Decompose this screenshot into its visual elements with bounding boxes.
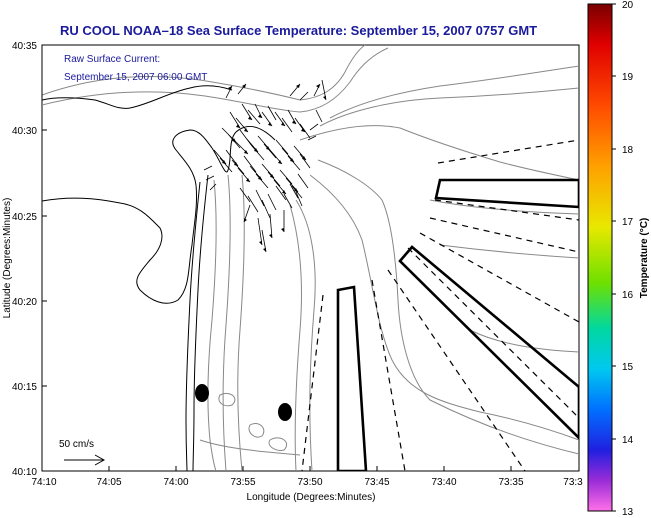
colorbar-gradient <box>587 3 613 512</box>
y-tick-label: 40:25 <box>12 212 37 223</box>
colorbar-tick-label: 17 <box>622 217 634 228</box>
y-tick-label: 40:35 <box>12 41 37 52</box>
inner-shore <box>185 181 201 471</box>
scale-arrow-icon <box>64 454 106 466</box>
y-tick-label: 40:30 <box>12 126 37 137</box>
colorbar-tick-label: 15 <box>622 362 634 373</box>
x-tick-label: 73:50 <box>297 477 322 488</box>
overlay-line-1: Raw Surface Current: <box>64 54 160 65</box>
survey-box-east <box>434 178 579 209</box>
x-tick-label: 73:3 <box>563 477 583 488</box>
mooring-marker <box>195 384 209 402</box>
x-tick-label: 74:05 <box>96 477 121 488</box>
x-tick-label: 74:10 <box>31 477 56 488</box>
map-plot-area: Raw Surface Current: September 15, 2007 … <box>41 44 580 472</box>
radial-dashed-lines <box>301 139 579 471</box>
surface-current-vectors <box>203 79 327 253</box>
x-tick-label: 73:35 <box>498 477 523 488</box>
y-axis-title: Latitude (Degrees:Minutes) <box>2 198 13 319</box>
x-tick-label: 73:55 <box>230 477 255 488</box>
x-tick-label: 73:40 <box>431 477 456 488</box>
overlay-line-2: September 15, 2007 06:00 GMT <box>64 72 207 83</box>
colorbar-tick-label: 14 <box>622 435 634 446</box>
x-tick-labels: 74:10 74:05 74:00 73:55 73:50 73:45 73:4… <box>31 477 583 488</box>
temperature-colorbar: 20 19 18 17 16 15 14 13 Temperature (°C) <box>587 0 650 518</box>
x-tick-label: 74:00 <box>163 477 188 488</box>
plot-frame <box>41 44 580 472</box>
survey-box-southeast <box>398 245 579 440</box>
colorbar-tick-label: 18 <box>622 145 634 156</box>
colorbar-tick-label: 13 <box>622 507 634 518</box>
x-axis-title: Longitude (Degrees:Minutes) <box>247 492 376 503</box>
colorbar-tick-label: 20 <box>622 0 634 11</box>
survey-box-south <box>336 285 368 471</box>
colorbar-ticks <box>612 3 616 512</box>
figure-title: RU COOL NOAA–18 Sea Surface Temperature:… <box>60 23 537 38</box>
survey-boxes <box>336 178 579 471</box>
y-tick-label: 40:10 <box>12 467 37 478</box>
y-tick-label: 40:15 <box>12 382 37 393</box>
axis-ticks <box>42 44 512 472</box>
coastline <box>42 126 276 304</box>
harbor-shore <box>42 45 233 109</box>
mooring-marker <box>278 403 292 421</box>
scale-label: 50 cm/s <box>59 439 94 450</box>
y-tick-label: 40:20 <box>12 297 37 308</box>
colorbar-label: Temperature (°C) <box>639 218 650 299</box>
bathymetry-contours <box>42 44 579 471</box>
colorbar-tick-label: 16 <box>622 290 634 301</box>
vector-arrowheads <box>222 84 326 252</box>
y-tick-labels: 40:35 40:30 40:25 40:20 40:15 40:10 <box>12 41 37 478</box>
barrier-island <box>192 174 209 471</box>
x-tick-label: 73:45 <box>364 477 389 488</box>
colorbar-tick-label: 19 <box>622 72 634 83</box>
